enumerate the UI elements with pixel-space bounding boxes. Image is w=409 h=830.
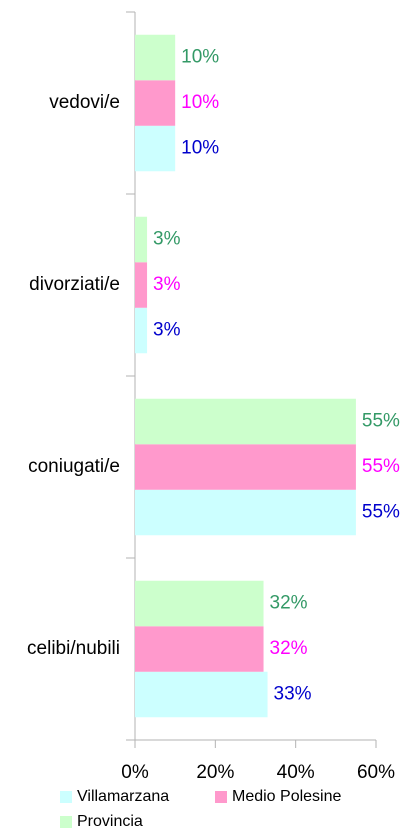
bar [135, 580, 264, 627]
value-label: 10% [181, 138, 219, 159]
value-label: 10% [181, 92, 219, 113]
bar [135, 444, 356, 490]
bar [135, 398, 356, 445]
bar [135, 626, 264, 672]
x-tick-label: 0% [121, 762, 149, 783]
value-label: 55% [362, 411, 400, 432]
bar [135, 262, 148, 308]
bar [135, 34, 176, 81]
y-tick-label: coniugati/e [28, 456, 120, 477]
bar [135, 307, 148, 354]
value-label: 3% [153, 320, 181, 341]
bar [135, 80, 176, 126]
bar [135, 489, 356, 536]
legend-swatch [215, 791, 227, 803]
legend-swatch [60, 791, 72, 803]
x-tick-label: 40% [277, 762, 315, 783]
value-label: 32% [270, 593, 308, 614]
x-tick-label: 20% [196, 762, 234, 783]
y-tick-label: celibi/nubili [27, 638, 120, 659]
value-label: 10% [181, 47, 219, 68]
legend-label: Villamarzana [77, 788, 169, 805]
value-label: 33% [274, 684, 312, 705]
value-label: 3% [153, 229, 181, 250]
value-label: 32% [270, 638, 308, 659]
bar [135, 671, 268, 718]
y-tick-label: vedovi/e [49, 92, 120, 113]
value-label: 55% [362, 502, 400, 523]
y-tick-label: divorziati/e [29, 274, 120, 295]
value-label: 3% [153, 274, 181, 295]
legend-label: Provincia [77, 813, 143, 830]
x-tick-label: 60% [357, 762, 395, 783]
legend-swatch [60, 816, 72, 828]
legend: Villamarzana Medio Polesine Provincia [60, 788, 342, 830]
bar [135, 216, 148, 263]
value-label: 55% [362, 456, 400, 477]
legend-label: Medio Polesine [232, 788, 342, 805]
bar [135, 125, 176, 172]
